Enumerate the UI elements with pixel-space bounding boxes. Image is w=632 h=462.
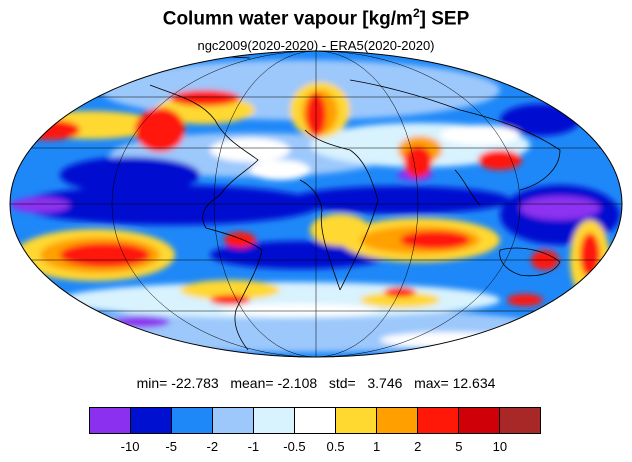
colorbar-swatch: [90, 408, 131, 433]
colorbar-swatch: [336, 408, 377, 433]
title-superscript: 2: [412, 6, 420, 20]
globe-outline: [9, 50, 623, 358]
stat-mean-label: mean=: [230, 375, 274, 391]
anomaly-field: [10, 51, 622, 357]
stat-max-label: max=: [414, 375, 449, 391]
colorbar-tick-label: -5: [165, 439, 177, 454]
colorbar-swatch: [377, 408, 418, 433]
colorbar-tick-label: -2: [206, 439, 219, 454]
colorbar-tick-label: -10: [120, 439, 140, 454]
colorbar-swatch: [295, 408, 336, 433]
colorbar-swatch: [254, 408, 295, 433]
colorbar-labels: -10 -5 -2 -1 -0.5 0.5 1 2 5 10: [89, 439, 541, 457]
colorbar: [89, 407, 541, 434]
stat-min: -22.783: [171, 375, 219, 391]
colorbar-swatch: [418, 408, 459, 433]
colorbar-swatch: [131, 408, 172, 433]
stat-max: 12.634: [452, 375, 496, 391]
map-title: Column water vapour [kg/m2] SEP: [0, 6, 632, 30]
colorbar-swatch: [459, 408, 500, 433]
colorbar-tick-label: -0.5: [283, 439, 306, 454]
colorbar-swatch: [172, 408, 213, 433]
colorbar-tick-label: -1: [247, 439, 260, 454]
colorbar-tick-label: 10: [492, 439, 508, 454]
title-text: Column water vapour [kg/m: [162, 8, 413, 30]
colorbar-swatch: [500, 408, 540, 433]
colorbar-tick-label: 0.5: [326, 439, 345, 454]
world-map: [9, 50, 623, 358]
colorbar-tick-label: 1: [373, 439, 381, 454]
colorbar-swatch: [213, 408, 254, 433]
stat-std: 3.746: [367, 375, 403, 391]
statistics-line: min= -22.783 mean= -2.108 std= 3.746 max…: [0, 375, 632, 391]
title-suffix: ] SEP: [419, 8, 470, 30]
colorbar-tick-label: 5: [455, 439, 463, 454]
stat-std-label: std=: [328, 375, 356, 391]
stat-mean: -2.108: [277, 375, 318, 391]
map-subtitle: ngc2009(2020-2020) - ERA5(2020-2020): [197, 38, 435, 53]
colorbar-tick-label: 2: [414, 439, 422, 454]
coastlines: [119, 55, 561, 351]
graticule: [10, 51, 622, 357]
stat-min-label: min=: [136, 375, 168, 391]
